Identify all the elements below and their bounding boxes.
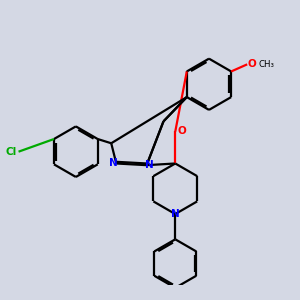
- Text: CH₃: CH₃: [259, 60, 275, 69]
- Text: N: N: [109, 158, 118, 169]
- Text: N: N: [171, 209, 180, 219]
- Text: N: N: [145, 160, 154, 170]
- Text: O: O: [248, 59, 256, 69]
- Text: O: O: [178, 127, 187, 136]
- Text: Cl: Cl: [6, 147, 17, 157]
